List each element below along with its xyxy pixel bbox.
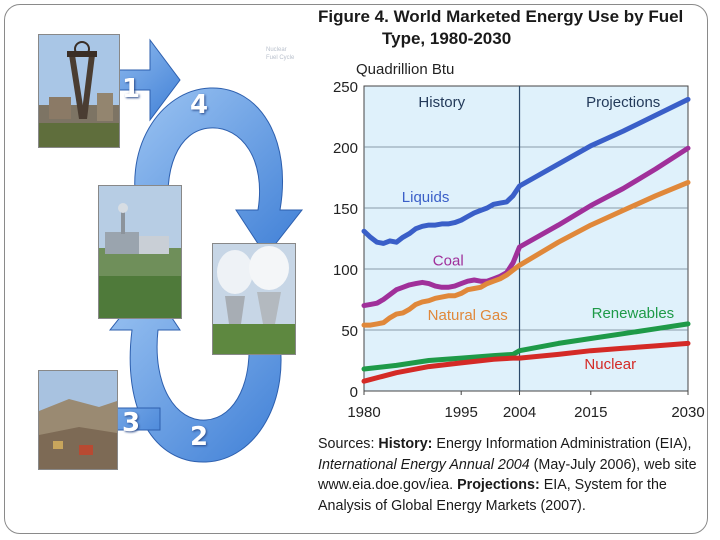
series-line: [361, 321, 691, 372]
photo-cooling-towers: [212, 243, 296, 355]
series-line: [361, 179, 691, 328]
series-label: Liquids: [402, 189, 450, 206]
x-tick-label: 2030: [671, 404, 704, 421]
energy-chart: 0 50 100 150 200 250 1980 1995 2004 2015 2030 Histo…: [312, 56, 712, 428]
region-label: Projections: [586, 94, 660, 111]
figure-title: Figure 4. World Marketed Energy Use by F…: [318, 6, 683, 50]
sources-report-title: International Energy Annual 2004: [318, 456, 530, 473]
sources-projections-label: Projections:: [457, 477, 540, 493]
y-tick-label: 250: [333, 79, 358, 96]
sources-history-text: Energy Information Administration (EIA),: [432, 436, 692, 452]
y-tick-label: 100: [333, 262, 358, 279]
series-label: Coal: [433, 252, 464, 269]
y-tick-label: 200: [333, 140, 358, 157]
step-number-4: 4: [190, 90, 209, 120]
energy-chart-svg: 0 50 100 150 200 250 1980 1995 2004 2015 2030 Histo…: [333, 61, 705, 421]
plot-area: [363, 85, 689, 392]
cycle-ring-top: [134, 87, 304, 257]
x-tick-label: 1995: [445, 404, 478, 421]
series-line: [361, 340, 691, 384]
figure-title-line1: Figure 4. World Marketed Energy Use by F…: [318, 7, 684, 26]
sources-projections-text: EIA, System for the Analysis of Global E…: [318, 477, 667, 514]
small-caption-line2: Fuel Cycle: [266, 55, 295, 61]
x-tick-label: 1980: [347, 404, 380, 421]
figure-title-line2: Type, 1980-2030: [382, 29, 512, 48]
small-caption: Nuclear Fuel Cycle: [266, 46, 326, 62]
series-line: [361, 96, 691, 246]
y-axis-title: Quadrillion Btu: [356, 61, 454, 78]
series-label: Renewables: [592, 305, 675, 322]
x-tick-label: 2004: [503, 404, 536, 421]
series-label: Natural Gas: [428, 307, 508, 324]
sources-history-label: History:: [378, 436, 433, 452]
sources-report-text: (May-July 2006), web site www.eia.doe.go…: [318, 456, 697, 494]
step-number-1: 1: [122, 74, 141, 104]
photo-mine-headframe: [38, 34, 120, 148]
series-label: Nuclear: [584, 356, 636, 373]
sources-prefix: Sources:: [318, 436, 379, 452]
photo-quarry: [38, 370, 118, 470]
sources-note: Sources: History: Energy Information Adm…: [318, 434, 710, 516]
y-tick-label: 150: [333, 201, 358, 218]
step-number-3: 3: [122, 408, 141, 438]
photo-power-plant: [98, 185, 182, 319]
series-line: [361, 145, 691, 309]
step-number-2: 2: [190, 422, 209, 452]
y-tick-label: 0: [350, 384, 358, 401]
x-tick-label: 2015: [574, 404, 607, 421]
y-tick-label: 50: [341, 323, 358, 340]
region-label: History: [418, 94, 465, 111]
fuel-cycle-graphic: 1 4 3 2 Nuclear Fuel Cycle: [30, 30, 310, 480]
small-caption-line1: Nuclear: [266, 47, 287, 53]
